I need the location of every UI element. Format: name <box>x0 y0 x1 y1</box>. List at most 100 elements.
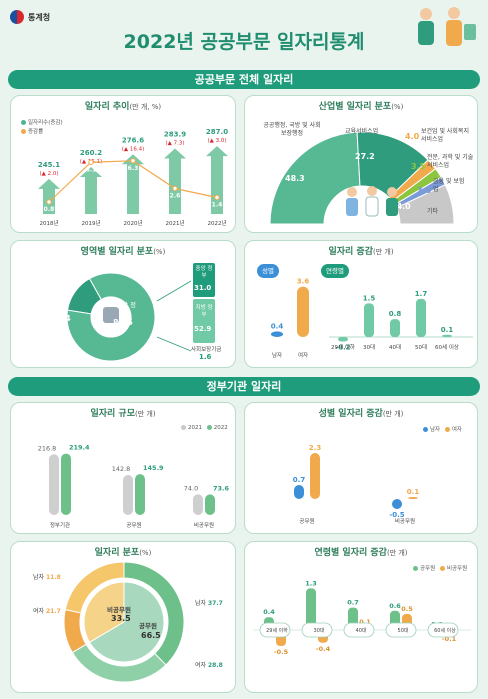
ginc-value-female-0: 2.3 <box>309 444 322 452</box>
ainc-label-3: 50대 <box>398 627 409 634</box>
logo-text: 통계청 <box>28 13 51 22</box>
ainc-chip-2 <box>343 622 375 638</box>
sector-local-label: 지방 정부 <box>195 305 213 318</box>
industry-chart <box>269 131 455 225</box>
ind-label-4: 금융 및 보험업 <box>433 178 465 193</box>
legend-rate: 증감률 <box>21 127 43 135</box>
ind-value-2: 4.0 <box>405 132 420 141</box>
sector-gen-value: 85.6 <box>113 318 133 327</box>
ainc-label-2: 40대 <box>356 627 367 634</box>
inc-age-bar-2 <box>390 319 400 337</box>
scale-bar-2022-1 <box>135 474 145 515</box>
inc-age-bar-1 <box>364 303 374 337</box>
trend-change-label-2: (▲ 16.4) <box>122 146 145 152</box>
ginc-value-male-0: 0.7 <box>293 476 306 484</box>
dist-outer-label-0: 남자 11.8 <box>33 574 61 581</box>
trend-bar-2 <box>122 154 144 214</box>
dist-public-label: 공무원 <box>139 622 157 630</box>
inc-gender-label-0: 남자 <box>272 351 282 359</box>
trend-jobs-label-3: 283.9 <box>164 131 186 139</box>
header: 통계청 2022년 공공부문 일자리통계 <box>0 0 488 62</box>
trend-rate-label-2: 6.3 <box>128 165 139 172</box>
dist-inner-slice-1 <box>88 581 165 663</box>
sector-connector-1 <box>156 280 192 302</box>
ind-value-1: 27.2 <box>355 152 375 161</box>
ind-label-0: 공공행정, 국방 및 사회보장행정 <box>263 122 321 137</box>
gender-inc-legend: 남자 여자 <box>423 425 462 433</box>
panel-title-gender-inc: 성별 일자리 증감(만 개) <box>318 409 404 419</box>
panel-title-industry: 산업별 일자리 분포(%) <box>318 102 404 112</box>
trend-jobs-label-4: 287.0 <box>206 128 228 136</box>
inc-gender-value-1: 3.6 <box>297 278 310 286</box>
trend-rate-point-0 <box>46 199 52 205</box>
dist-outer-label-3: 여자 28.8 <box>195 662 223 669</box>
inc-age-bar-0 <box>338 337 348 342</box>
inc-age-value-1: 1.5 <box>363 294 376 302</box>
sector-central-value: 31.0 <box>194 284 212 292</box>
inc-age-value-0: -0.2 <box>335 343 350 351</box>
scale-value-2022-1: 145.9 <box>143 464 164 472</box>
section-title-gov: 정부기관 일자리 <box>8 377 480 396</box>
building-icon <box>103 307 119 323</box>
ainc-value-pub-0: 0.4 <box>263 608 275 616</box>
trend-rate-label-1: 6.1 <box>86 166 97 173</box>
age-inc-legend: 공무원 비공무원 <box>413 564 467 572</box>
trend-bar-4 <box>206 146 228 214</box>
ind-value-4: 3.0 <box>417 186 432 195</box>
trend-year-0: 2018년 <box>39 219 58 227</box>
ainc-chip-4 <box>427 622 459 638</box>
inc-gender-value-0: 0.4 <box>271 322 284 330</box>
trend-rate-label-4: 1.4 <box>212 202 223 209</box>
sector-local-box <box>193 299 215 343</box>
panel-gender-inc: 성별 일자리 증감(만 개) 남자 여자 0.7 2.3 공무원 -0.5 0.1 비공무… <box>244 402 478 534</box>
ainc-label-1: 30대 <box>314 627 325 634</box>
scale-legend: 2021 2022 <box>181 425 228 431</box>
panel-trend: 일자리 추이(만 개, %) 일자리수(증감) 증감률 245.1 (▲ 2.0)… <box>10 95 236 233</box>
panel-title-sector: 영역별 일자리 분포(%) <box>80 247 166 257</box>
gender-inc-chart: 0.7 2.3 공무원 -0.5 0.1 비공무원 <box>293 444 420 525</box>
sector-slice-gen <box>66 272 156 362</box>
dist-nonpublic-value: 33.5 <box>111 614 131 623</box>
trend-bar-1 <box>80 167 102 214</box>
trend-year-2: 2020년 <box>123 219 142 227</box>
dist-nonpublic-label: 비공무원 <box>107 606 131 614</box>
ind-value-5: 14.0 <box>391 202 411 211</box>
trend-rate-point-2 <box>130 158 136 164</box>
sector-corp-label: 공기업 <box>49 305 69 313</box>
sector-central-label: 중앙 정부 <box>195 266 213 279</box>
panel-age-inc: 연령별 일자리 증감(만 개) 공무원 비공무원 0.4 -0.5 29세 이하 1.… <box>244 541 478 693</box>
trend-bar-0 <box>38 178 60 214</box>
panel-dist: 일자리 분포(%) 비공무원 33.5 공무원 66.5 남자 11.8 여자 … <box>10 541 236 693</box>
inc-age-label-0: 29세 이하 <box>331 343 355 351</box>
logo-icon <box>10 10 24 24</box>
ainc-chip-1 <box>301 622 333 638</box>
dist-outer-label-1: 여자 21.7 <box>33 608 61 615</box>
panel-title-age-inc: 연령별 일자리 증감(만 개) <box>314 548 408 558</box>
panel-title-trend: 일자리 추이(만 개, %) <box>84 102 162 112</box>
scale-value-2022-0: 219.4 <box>69 444 90 452</box>
ginc-value-male-1: -0.5 <box>389 511 404 519</box>
scale-value-2021-1: 142.8 <box>112 465 131 473</box>
ainc-value-non-0: -0.5 <box>274 648 289 656</box>
trend-jobs-label-0: 245.1 <box>38 161 60 169</box>
people-illustration <box>418 7 476 46</box>
ainc-chip-3 <box>385 622 417 638</box>
scale-bar-2022-0 <box>61 453 71 515</box>
legend-jobs: 일자리수(증감) <box>21 118 63 126</box>
sector-corp-value: 14.4 <box>51 314 71 323</box>
ainc-value-pub-2: 0.7 <box>347 599 359 607</box>
trend-rate-point-3 <box>172 185 178 192</box>
inc-age-label-4: 60세 이상 <box>435 343 459 351</box>
inc-age-label-2: 40대 <box>389 343 401 351</box>
dist-public-value: 66.5 <box>141 631 161 640</box>
researchers-illustration <box>346 186 398 217</box>
scale-label-1: 공무원 <box>126 521 141 529</box>
panel-title-increase: 일자리 증감(만 개) <box>328 247 394 257</box>
trend-year-4: 2022년 <box>207 219 226 227</box>
ginc-label-0: 공무원 <box>299 517 314 525</box>
trend-change-label-4: (▲ 3.0) <box>207 138 226 144</box>
sector-chart <box>66 272 192 362</box>
sector-central-box <box>193 263 215 297</box>
